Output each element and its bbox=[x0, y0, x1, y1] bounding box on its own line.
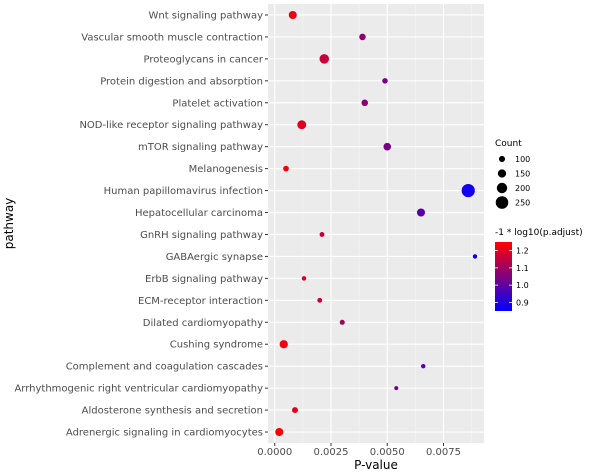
data-point bbox=[361, 99, 369, 107]
color-legend-label: 0.9 bbox=[516, 298, 529, 307]
count-legend-label: 200 bbox=[515, 184, 530, 193]
data-point bbox=[292, 407, 298, 414]
data-point bbox=[359, 33, 366, 41]
data-point bbox=[279, 340, 288, 349]
x-tick-label: 0.0025 bbox=[314, 447, 349, 458]
data-point bbox=[421, 363, 426, 369]
data-point bbox=[319, 232, 325, 237]
x-axis-ticks: 0.0000 0.0025 0.0050 0.0075 bbox=[257, 443, 461, 458]
color-bar bbox=[495, 242, 512, 311]
y-tick-label: Vascular smooth muscle contraction bbox=[81, 32, 263, 43]
data-point bbox=[416, 208, 426, 217]
count-legend-key bbox=[498, 155, 506, 163]
color-legend-label: 1.2 bbox=[516, 247, 529, 256]
points-layer bbox=[275, 10, 478, 437]
count-legend-key bbox=[497, 169, 507, 178]
y-tick-label: Dilated cardiomyopathy bbox=[143, 318, 263, 329]
data-point bbox=[339, 319, 345, 325]
y-tick-label: Aldosterone synthesis and secretion bbox=[82, 406, 263, 417]
color-legend-label: 1.0 bbox=[516, 281, 529, 290]
grid-major bbox=[268, 4, 484, 443]
y-tick-label: Complement and coagulation cascades bbox=[66, 362, 263, 373]
data-point bbox=[319, 54, 330, 64]
data-point bbox=[317, 297, 323, 303]
y-tick-label: Wnt signaling pathway bbox=[148, 10, 263, 21]
x-tick-label: 0.0000 bbox=[257, 447, 292, 458]
y-tick-label: GnRH signaling pathway bbox=[140, 230, 263, 241]
y-axis-ticks: Wnt signaling pathway Vascular smooth mus… bbox=[14, 10, 268, 439]
y-tick-label: Protein digestion and absorption bbox=[100, 76, 263, 87]
y-tick-label: GABAergic synapse bbox=[166, 252, 263, 263]
y-tick-label: Adrenergic signaling in cardiomyocytes bbox=[66, 428, 263, 439]
y-tick-label: ECM-receptor interaction bbox=[138, 296, 263, 307]
y-tick-label: NOD-like receptor signaling pathway bbox=[79, 120, 263, 131]
count-legend-key bbox=[495, 196, 509, 209]
count-legend-label: 150 bbox=[515, 170, 530, 179]
color-legend-label: 1.1 bbox=[516, 264, 529, 273]
count-legend-label: 250 bbox=[515, 199, 530, 208]
data-point bbox=[288, 10, 297, 20]
data-point bbox=[297, 120, 307, 130]
y-tick-label: Proteoglycans in cancer bbox=[144, 54, 264, 65]
data-point bbox=[301, 276, 307, 281]
y-tick-label: Cushing syndrome bbox=[170, 340, 263, 351]
x-axis-title: P-value bbox=[354, 458, 398, 472]
grid-minor bbox=[302, 4, 472, 443]
y-tick-label: Arrhythmogenic right ventricular cardiom… bbox=[14, 384, 263, 395]
y-tick-label: Melanogenesis bbox=[189, 164, 263, 175]
color-legend: -1 * log10(p.adjust) 0.9 1.0 1.1 1.2 bbox=[495, 228, 583, 311]
data-point bbox=[283, 165, 289, 172]
count-legend-title: Count bbox=[495, 139, 522, 149]
count-legend-key bbox=[496, 182, 508, 194]
x-tick-label: 0.0050 bbox=[370, 447, 405, 458]
data-point bbox=[394, 386, 399, 391]
data-point bbox=[382, 78, 388, 84]
y-tick-label: mTOR signaling pathway bbox=[138, 142, 263, 153]
y-tick-label: Hepatocellular carcinoma bbox=[135, 208, 263, 219]
count-legend-label: 100 bbox=[515, 155, 530, 164]
count-legend: Count 100 150 200 250 bbox=[495, 139, 530, 209]
y-tick-label: ErbB signaling pathway bbox=[145, 274, 263, 285]
y-tick-label: Human papillomavirus infection bbox=[104, 186, 263, 197]
data-point bbox=[383, 142, 392, 151]
y-tick-label: Platelet activation bbox=[172, 98, 263, 109]
x-tick-label: 0.0075 bbox=[426, 447, 461, 458]
plot-panel bbox=[268, 4, 484, 443]
color-legend-title: -1 * log10(p.adjust) bbox=[495, 228, 583, 238]
y-axis-title: pathway bbox=[2, 198, 16, 250]
data-point bbox=[275, 427, 284, 437]
data-point bbox=[472, 254, 478, 259]
data-point bbox=[461, 183, 475, 198]
